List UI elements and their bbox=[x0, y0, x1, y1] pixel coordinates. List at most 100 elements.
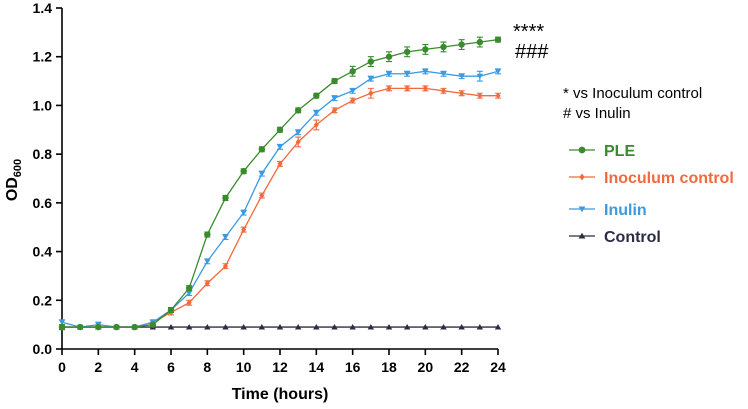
data-point bbox=[349, 68, 356, 75]
data-point bbox=[258, 171, 266, 177]
data-point bbox=[294, 324, 302, 330]
data-point bbox=[241, 226, 247, 233]
data-point bbox=[58, 319, 66, 326]
data-point bbox=[277, 160, 283, 168]
data-point bbox=[167, 324, 175, 330]
data-point bbox=[331, 324, 338, 330]
y-tick-label: 1.0 bbox=[33, 97, 53, 113]
y-tick-label: 0.2 bbox=[33, 292, 53, 308]
data-point bbox=[476, 38, 484, 46]
data-point bbox=[204, 258, 211, 265]
data-point bbox=[476, 324, 484, 330]
x-tick-label: 14 bbox=[309, 359, 325, 375]
data-point bbox=[459, 90, 465, 97]
x-tick-label: 8 bbox=[203, 359, 211, 375]
note-hash: # vs Inulin bbox=[563, 105, 631, 122]
legend-marker bbox=[579, 173, 585, 181]
data-point bbox=[422, 85, 428, 92]
data-point bbox=[149, 321, 157, 328]
x-tick-label: 22 bbox=[454, 359, 470, 375]
legend-item-inoculum-control: Inoculum control bbox=[569, 170, 734, 187]
data-point bbox=[185, 290, 193, 297]
data-point bbox=[58, 323, 66, 331]
data-point bbox=[368, 90, 374, 97]
data-point bbox=[476, 73, 484, 80]
data-point bbox=[385, 324, 393, 330]
data-point bbox=[458, 41, 465, 48]
series-inulin bbox=[58, 68, 502, 331]
data-point bbox=[294, 129, 302, 136]
series-inoculum-control bbox=[59, 85, 501, 331]
x-tick-label: 10 bbox=[236, 359, 252, 375]
data-point bbox=[458, 73, 465, 80]
data-point bbox=[222, 262, 229, 270]
y-tick-label: 1.2 bbox=[33, 49, 53, 65]
significance-hashes: ### bbox=[515, 41, 549, 63]
data-point bbox=[131, 323, 138, 331]
legend-marker bbox=[578, 232, 586, 239]
y-axis-title: OD600 bbox=[4, 159, 24, 201]
data-point bbox=[222, 194, 229, 202]
legend-marker bbox=[578, 146, 586, 154]
data-point bbox=[222, 324, 229, 330]
data-point bbox=[422, 324, 429, 330]
data-point bbox=[204, 231, 211, 238]
data-point bbox=[113, 323, 120, 331]
y-tick-label: 0.6 bbox=[33, 195, 53, 211]
legend-marker bbox=[578, 206, 586, 213]
data-point bbox=[367, 58, 375, 65]
data-point bbox=[494, 324, 502, 330]
data-point bbox=[440, 71, 447, 77]
legend-label: Inulin bbox=[604, 202, 647, 219]
data-point bbox=[440, 43, 447, 51]
data-point bbox=[186, 299, 192, 306]
data-point bbox=[331, 107, 338, 114]
x-tick-label: 0 bbox=[58, 359, 66, 375]
y-axis-title-main: OD bbox=[4, 177, 21, 201]
data-point bbox=[313, 324, 320, 330]
data-point bbox=[167, 306, 175, 314]
data-point bbox=[494, 68, 502, 75]
data-point bbox=[222, 234, 229, 240]
data-point bbox=[95, 323, 102, 331]
note-star: * vs Inoculum control bbox=[563, 85, 702, 102]
data-point bbox=[422, 68, 429, 75]
x-tick-label: 16 bbox=[345, 359, 361, 375]
y-tick-label: 0.4 bbox=[33, 244, 53, 260]
data-point bbox=[403, 324, 411, 330]
data-point bbox=[331, 95, 338, 102]
legend: PLE Inoculum control Inulin Control bbox=[569, 143, 734, 246]
y-axis-title-subscript: 600 bbox=[12, 159, 24, 177]
data-point bbox=[403, 48, 411, 56]
data-point bbox=[185, 324, 193, 330]
data-point bbox=[76, 323, 84, 331]
data-point bbox=[313, 110, 320, 116]
data-point bbox=[367, 324, 375, 330]
data-point bbox=[404, 85, 410, 92]
x-axis-title: Time (hours) bbox=[232, 386, 329, 403]
data-point bbox=[386, 85, 392, 92]
legend-label: Inoculum control bbox=[604, 170, 734, 187]
data-point bbox=[367, 76, 375, 82]
data-point bbox=[276, 324, 284, 330]
data-point bbox=[403, 71, 411, 77]
legend-item-inulin: Inulin bbox=[569, 202, 647, 219]
data-point bbox=[204, 324, 211, 330]
legend-item-ple: PLE bbox=[569, 143, 635, 160]
data-point bbox=[349, 88, 356, 94]
data-point bbox=[258, 146, 266, 153]
y-tick-label: 0.8 bbox=[33, 146, 53, 162]
data-point bbox=[422, 46, 429, 53]
y-axis-ticks: 0.0 0.2 0.4 0.6 0.8 1.0 1.2 1.4 bbox=[33, 0, 62, 357]
x-tick-label: 2 bbox=[94, 359, 102, 375]
data-point bbox=[477, 92, 483, 99]
series-line-inoculum-control bbox=[62, 87, 498, 328]
data-point bbox=[331, 77, 338, 85]
legend-label: Control bbox=[604, 229, 661, 246]
x-tick-label: 12 bbox=[272, 359, 288, 375]
data-point bbox=[204, 280, 210, 287]
data-point bbox=[259, 192, 265, 199]
series-line-inulin bbox=[61, 70, 499, 328]
data-point bbox=[185, 284, 193, 292]
